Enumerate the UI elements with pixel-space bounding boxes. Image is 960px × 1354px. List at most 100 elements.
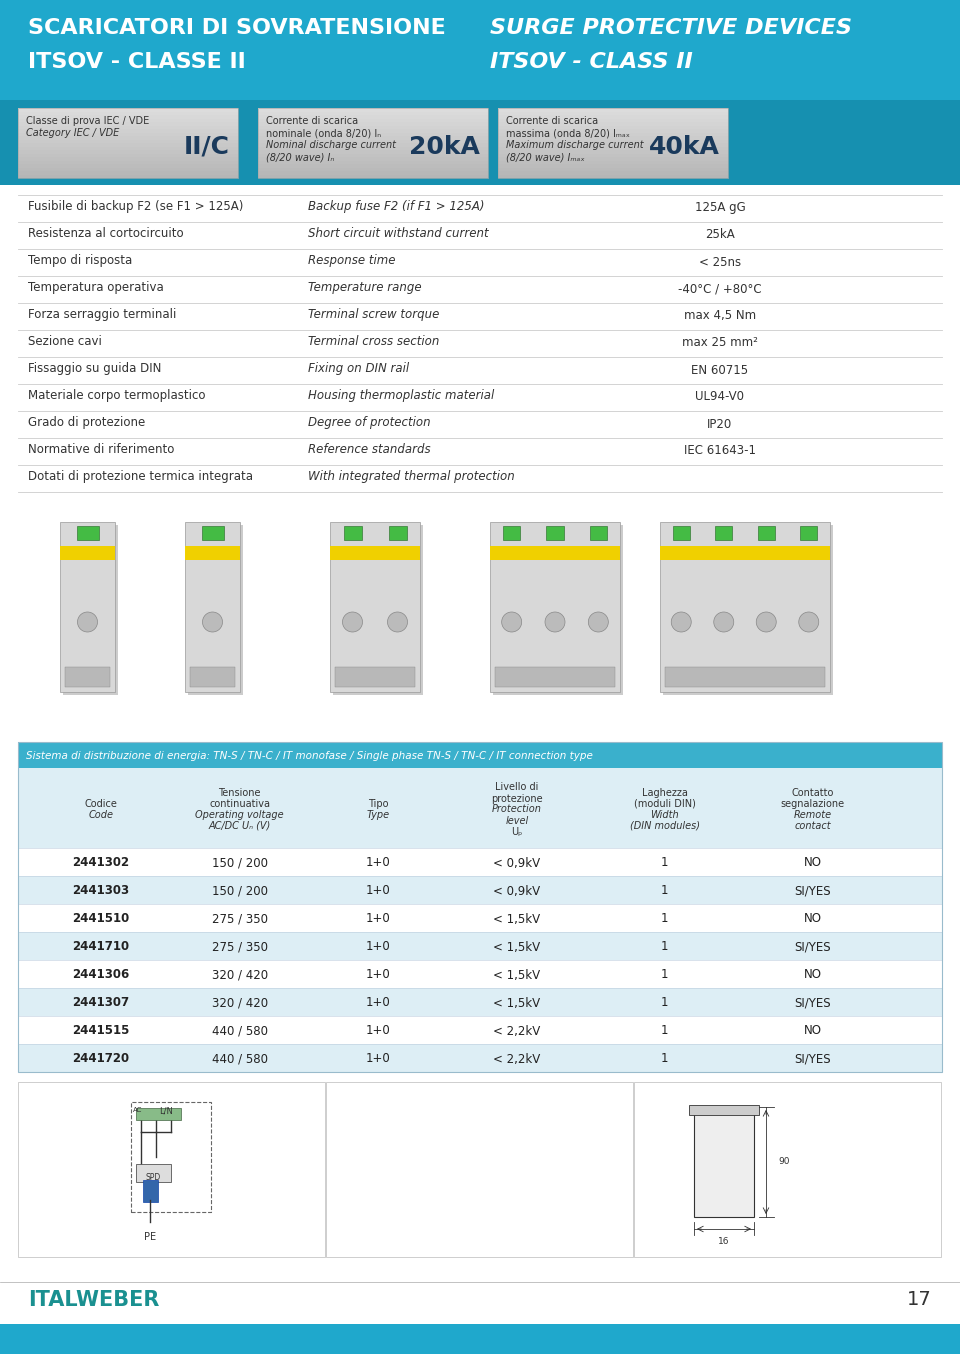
Bar	[18, 175, 238, 177]
Bar	[498, 135, 728, 139]
Bar	[18, 122, 238, 126]
Bar	[18, 876, 942, 904]
Bar	[258, 108, 488, 177]
Text: segnalazione: segnalazione	[780, 799, 845, 808]
Text: ITALWEBER: ITALWEBER	[28, 1290, 159, 1311]
Bar	[258, 164, 488, 168]
Bar	[65, 668, 110, 686]
Bar	[715, 525, 732, 540]
Bar	[258, 108, 488, 111]
Text: 2441710: 2441710	[73, 941, 130, 953]
Circle shape	[78, 612, 98, 632]
Bar	[330, 523, 420, 692]
Bar	[0, 0, 960, 100]
Bar	[498, 126, 728, 129]
Bar	[18, 157, 238, 161]
Bar	[498, 175, 728, 177]
Bar	[18, 161, 238, 164]
Text: 275 / 350: 275 / 350	[212, 913, 268, 926]
Bar	[665, 668, 825, 686]
Text: Backup fuse F2 (if F1 > 125A): Backup fuse F2 (if F1 > 125A)	[308, 200, 485, 213]
Bar	[498, 119, 728, 122]
Bar	[673, 525, 689, 540]
Text: 20kA: 20kA	[409, 135, 480, 158]
Text: (moduli DIN): (moduli DIN)	[634, 799, 696, 808]
Text: Dotati di protezione termica integrata: Dotati di protezione termica integrata	[28, 470, 253, 483]
Bar	[663, 525, 833, 695]
Text: protezione: protezione	[492, 793, 542, 803]
Bar	[498, 122, 728, 126]
Bar	[490, 523, 620, 692]
Text: Response time: Response time	[308, 255, 396, 267]
Text: Forza serraggio terminali: Forza serraggio terminali	[28, 307, 177, 321]
Text: < 2,2kV: < 2,2kV	[493, 1052, 540, 1066]
Circle shape	[713, 612, 733, 632]
Text: UL94-V0: UL94-V0	[695, 390, 745, 403]
Text: 1+0: 1+0	[366, 941, 391, 953]
Text: Nominal discharge current: Nominal discharge current	[266, 139, 396, 150]
Bar	[258, 133, 488, 135]
Bar	[694, 1108, 754, 1217]
Text: (DIN modules): (DIN modules)	[630, 821, 700, 831]
Bar	[63, 525, 118, 695]
Text: 2441720: 2441720	[73, 1052, 130, 1066]
Text: II/C: II/C	[184, 135, 230, 158]
Text: Fissaggio su guida DIN: Fissaggio su guida DIN	[28, 362, 161, 375]
Text: < 1,5kV: < 1,5kV	[493, 968, 540, 982]
Text: 1: 1	[661, 997, 668, 1010]
Bar	[498, 129, 728, 133]
Text: 2441510: 2441510	[73, 913, 130, 926]
Text: 2441303: 2441303	[73, 884, 130, 898]
Bar	[60, 546, 115, 561]
Text: Laghezza: Laghezza	[642, 788, 687, 798]
Bar	[258, 150, 488, 153]
Bar	[77, 525, 99, 540]
Text: Code: Code	[88, 810, 113, 821]
Bar	[757, 525, 775, 540]
Text: Width: Width	[651, 810, 679, 821]
Text: continuativa: continuativa	[209, 799, 271, 808]
Text: 2441515: 2441515	[72, 1025, 130, 1037]
Bar	[18, 164, 238, 168]
Bar	[18, 988, 942, 1016]
Bar	[18, 848, 942, 876]
Bar	[498, 161, 728, 164]
Circle shape	[343, 612, 363, 632]
Bar	[18, 119, 238, 122]
Bar	[18, 1016, 942, 1044]
Text: Housing thermoplastic material: Housing thermoplastic material	[308, 389, 494, 402]
Text: Degree of protection: Degree of protection	[308, 416, 431, 429]
Text: Normative di riferimento: Normative di riferimento	[28, 443, 175, 456]
Bar	[258, 126, 488, 129]
Bar	[18, 904, 942, 932]
Text: Materiale corpo termoplastico: Materiale corpo termoplastico	[28, 389, 205, 402]
Bar	[60, 523, 115, 692]
Bar	[335, 668, 415, 686]
Bar	[498, 139, 728, 144]
Text: Corrente di scarica: Corrente di scarica	[266, 116, 358, 126]
Text: Category IEC / VDE: Category IEC / VDE	[26, 129, 119, 138]
Bar	[503, 525, 520, 540]
Bar	[546, 525, 564, 540]
Text: 320 / 420: 320 / 420	[212, 997, 268, 1010]
Text: Temperatura operativa: Temperatura operativa	[28, 282, 164, 294]
Bar	[18, 115, 238, 119]
Text: Tensione: Tensione	[219, 788, 261, 798]
Text: 40kA: 40kA	[649, 135, 720, 158]
Text: 1: 1	[661, 884, 668, 898]
Bar	[498, 146, 728, 150]
Text: 90: 90	[778, 1158, 789, 1167]
Bar	[0, 100, 960, 185]
Text: Operating voltage: Operating voltage	[196, 810, 284, 821]
Text: 320 / 420: 320 / 420	[212, 968, 268, 982]
Text: Remote: Remote	[794, 810, 831, 821]
Bar	[18, 108, 238, 111]
Circle shape	[799, 612, 819, 632]
Bar	[185, 546, 240, 561]
Text: NO: NO	[804, 857, 822, 869]
Text: SI/YES: SI/YES	[794, 997, 831, 1010]
Bar	[660, 523, 830, 692]
Text: contact: contact	[794, 821, 831, 831]
Text: SI/YES: SI/YES	[794, 884, 831, 898]
Text: 1: 1	[661, 968, 668, 982]
